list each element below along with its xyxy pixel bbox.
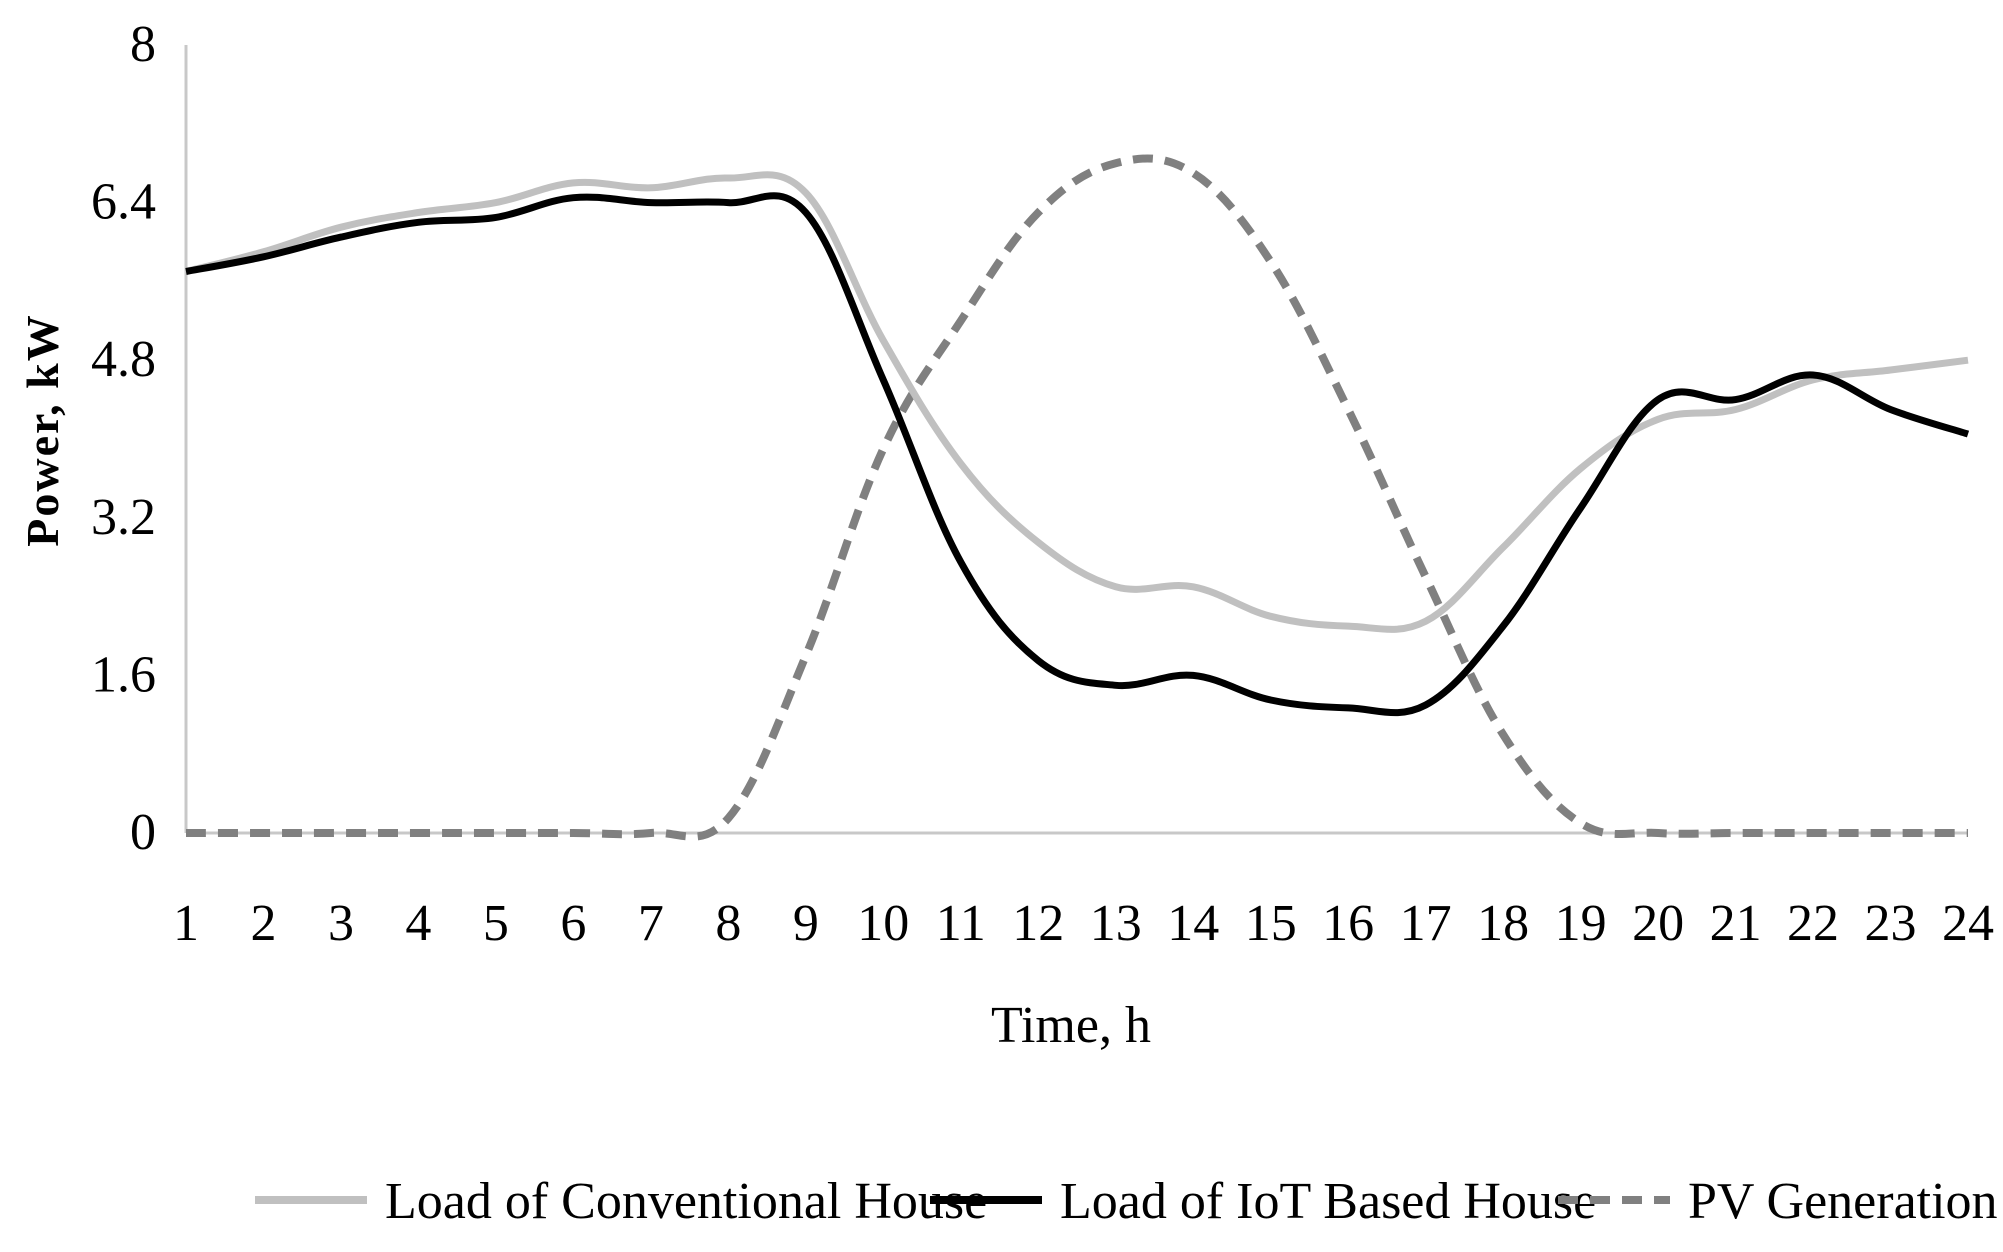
x-tick-label: 9 (793, 895, 819, 952)
x-tick-label: 22 (1787, 895, 1839, 952)
x-tick-label: 23 (1865, 895, 1917, 952)
legend: Load of Conventional House Load of IoT Ba… (255, 1173, 1998, 1230)
legend-label: Load of IoT Based House (1060, 1173, 1596, 1230)
x-tick-label: 2 (250, 895, 276, 952)
x-tick-label: 18 (1477, 895, 1529, 952)
x-tick-label: 13 (1090, 895, 1142, 952)
y-tick-label: 6.4 (91, 174, 156, 231)
y-tick-label: 4.8 (91, 331, 156, 388)
x-tick-label: 3 (328, 895, 354, 952)
x-tick-label: 1 (173, 895, 199, 952)
y-tick-label: 1.6 (91, 646, 156, 703)
x-tick-label: 16 (1322, 895, 1374, 952)
x-tick-label: 4 (405, 895, 431, 952)
x-tick-label: 11 (936, 895, 986, 952)
x-tick-label: 20 (1632, 895, 1684, 952)
series-layer (185, 154, 1970, 841)
x-tick-label: 12 (1012, 895, 1064, 952)
x-tick-label: 17 (1400, 895, 1452, 952)
legend-label: Load of Conventional House (385, 1173, 987, 1230)
x-tick-label: 10 (857, 895, 909, 952)
ticks-layer: 01.63.24.86.481 2 3 4 5 6 7 8 9 10 11 12 13 14 15 16 17 1… (91, 16, 1994, 952)
x-tick-label: 6 (560, 895, 586, 952)
series-line-load-of-conventional-house (185, 171, 1969, 633)
x-tick-label: 5 (483, 895, 509, 952)
series-line-pv-generation (185, 154, 1968, 841)
x-tick-label: 24 (1942, 895, 1994, 952)
legend-item: Load of Conventional House (255, 1173, 987, 1230)
y-tick-label: 0 (130, 804, 156, 861)
axes-layer (184, 45, 1968, 835)
x-tick-label: 19 (1555, 895, 1607, 952)
y-tick-label: 3.2 (91, 489, 156, 546)
y-tick-label: 8 (130, 16, 156, 73)
y-axis-title: Power, kW (17, 313, 68, 547)
x-tick-label: 7 (638, 895, 664, 952)
x-tick-label: 14 (1167, 895, 1219, 952)
x-tick-label: 15 (1245, 895, 1297, 952)
x-tick-label: 21 (1710, 895, 1762, 952)
x-tick-label: 8 (715, 895, 741, 952)
series-line-load-of-iot-based-house (185, 192, 1970, 717)
legend-label: PV Generation (1688, 1173, 1998, 1230)
legend-item: Load of IoT Based House (930, 1173, 1596, 1230)
x-axis-title: Time, h (991, 997, 1151, 1054)
legend-item: PV Generation (1558, 1173, 1998, 1230)
